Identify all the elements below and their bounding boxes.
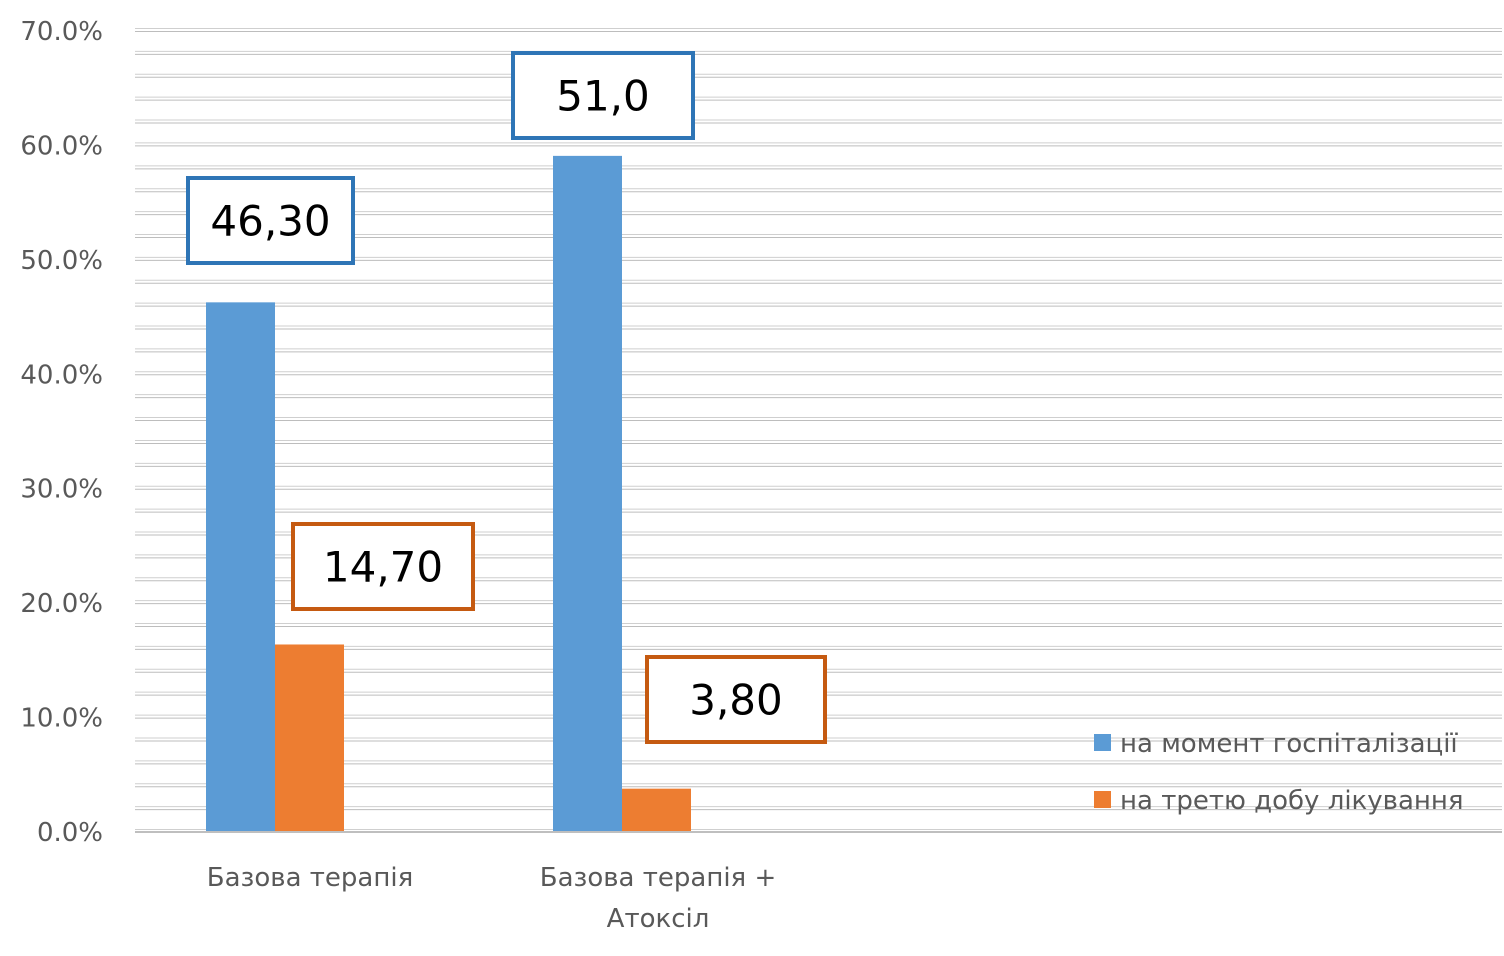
x-category-label: Атоксіл xyxy=(607,904,710,934)
annotation-label: 14,70 xyxy=(323,543,443,592)
legend-swatch xyxy=(1094,791,1111,808)
y-tick-label: 50.0% xyxy=(20,246,103,276)
y-tick-label: 70.0% xyxy=(20,17,103,47)
annotation-box xyxy=(291,522,475,611)
legend-label: на момент госпіталізації xyxy=(1120,729,1458,759)
annotation-label: 46,30 xyxy=(210,197,330,246)
annotation-box xyxy=(186,176,355,265)
bar xyxy=(206,302,275,832)
annotation-label: 3,80 xyxy=(689,676,783,725)
legend-label: на третю добу лікування xyxy=(1120,786,1464,816)
y-tick-label: 40.0% xyxy=(20,360,103,390)
y-tick-label: 0.0% xyxy=(37,818,103,848)
annotation-box xyxy=(645,655,827,744)
annotation-label: 51,0 xyxy=(556,72,650,121)
bar xyxy=(622,788,691,831)
bar xyxy=(553,155,622,831)
y-tick-label: 30.0% xyxy=(20,475,103,505)
x-category-label: Базова терапія + xyxy=(540,863,777,893)
bar xyxy=(275,644,344,831)
x-category-label: Базова терапія xyxy=(207,863,413,893)
legend-swatch xyxy=(1094,734,1111,751)
y-tick-label: 60.0% xyxy=(20,131,103,161)
y-tick-label: 10.0% xyxy=(20,704,103,734)
annotation-box xyxy=(511,51,695,140)
y-tick-label: 20.0% xyxy=(20,589,103,619)
